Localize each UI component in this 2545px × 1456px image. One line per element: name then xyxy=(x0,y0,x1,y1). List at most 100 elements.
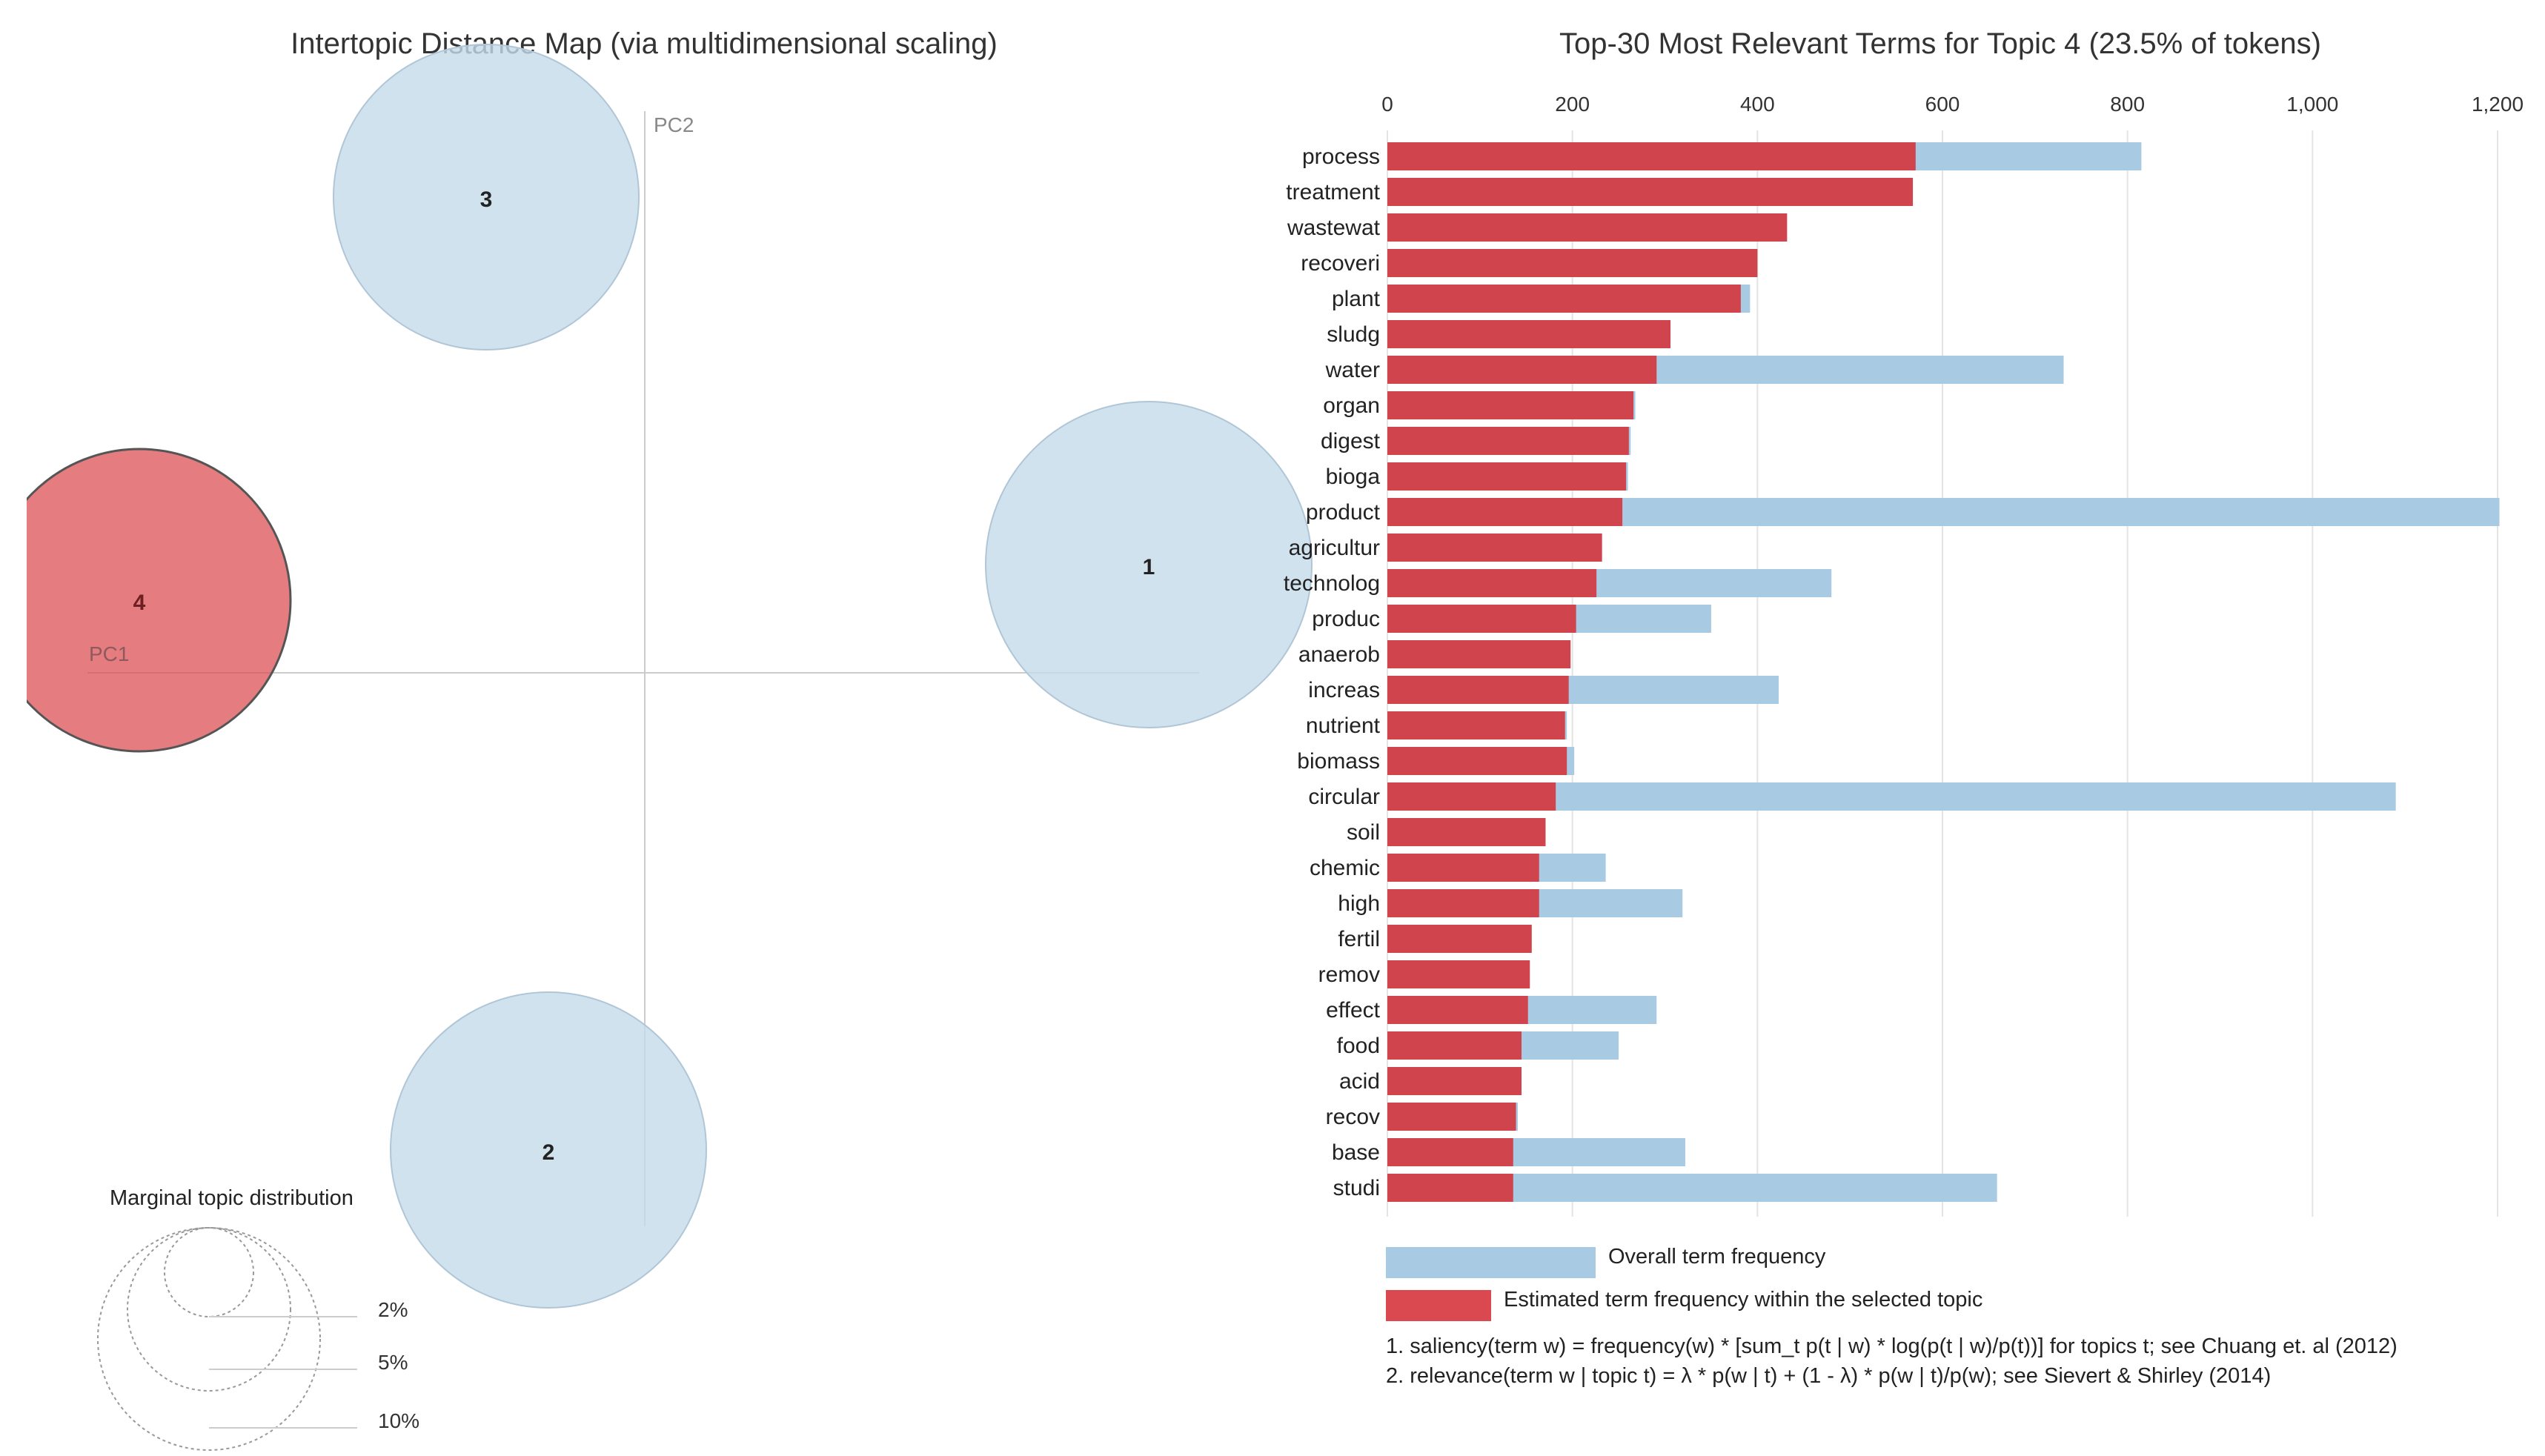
term-row[interactable]: produc xyxy=(1312,605,1711,633)
term-row[interactable]: sludg xyxy=(1327,320,1670,348)
term-row[interactable]: technolog xyxy=(1284,569,1832,597)
term-label[interactable]: bioga xyxy=(1326,465,1381,489)
term-label[interactable]: biomass xyxy=(1297,749,1380,774)
term-row[interactable]: organ xyxy=(1323,391,1636,419)
term-row[interactable]: base xyxy=(1332,1138,1685,1166)
topic-circle-1[interactable] xyxy=(985,401,1313,728)
term-row[interactable]: remov xyxy=(1318,960,1530,988)
term-row[interactable]: product xyxy=(1306,498,2500,526)
term-row[interactable]: soil xyxy=(1347,818,1546,846)
term-row[interactable]: digest xyxy=(1321,427,1631,455)
topic-frequency-bar[interactable] xyxy=(1387,356,1657,384)
topic-frequency-bar[interactable] xyxy=(1387,498,1623,526)
term-label[interactable]: acid xyxy=(1339,1069,1380,1094)
term-row[interactable]: studi xyxy=(1333,1174,1997,1202)
topic-frequency-bar[interactable] xyxy=(1387,142,1916,170)
topic-frequency-bar[interactable] xyxy=(1387,1031,1522,1060)
topic-frequency-bar[interactable] xyxy=(1387,676,1569,704)
term-row[interactable]: recoveri xyxy=(1301,249,1758,277)
topic-frequency-bar[interactable] xyxy=(1387,213,1788,242)
term-row[interactable]: high xyxy=(1338,889,1683,917)
topic-bubble-3[interactable]: 3 xyxy=(333,44,640,350)
topic-frequency-bar[interactable] xyxy=(1387,427,1629,455)
term-row[interactable]: anaerob xyxy=(1298,640,1571,668)
term-label[interactable]: agricultur xyxy=(1289,536,1380,560)
topic-frequency-bar[interactable] xyxy=(1387,854,1539,882)
topic-bubble-4[interactable]: 4 xyxy=(0,448,292,753)
term-row[interactable]: water xyxy=(1325,356,2064,384)
topic-frequency-bar[interactable] xyxy=(1387,889,1539,917)
term-label[interactable]: remov xyxy=(1318,963,1380,987)
topic-frequency-bar[interactable] xyxy=(1387,747,1567,775)
term-label[interactable]: food xyxy=(1337,1034,1380,1058)
term-label[interactable]: circular xyxy=(1308,785,1380,809)
term-label[interactable]: digest xyxy=(1321,429,1381,453)
topic-frequency-bar[interactable] xyxy=(1387,285,1741,313)
topic-frequency-bar[interactable] xyxy=(1387,1103,1516,1131)
term-row[interactable]: bioga xyxy=(1326,462,1628,491)
term-row[interactable]: wastewat xyxy=(1287,213,1788,242)
topic-frequency-bar[interactable] xyxy=(1387,996,1528,1024)
term-row[interactable]: increas xyxy=(1308,676,1779,704)
topic-frequency-bar[interactable] xyxy=(1387,818,1546,846)
term-label[interactable]: wastewat xyxy=(1287,216,1381,240)
legend-label-overall: Overall term frequency xyxy=(1608,1245,1826,1269)
term-row[interactable]: acid xyxy=(1339,1067,1522,1095)
topic-frequency-bar[interactable] xyxy=(1387,782,1556,811)
term-label[interactable]: base xyxy=(1332,1140,1380,1165)
term-label[interactable]: recoveri xyxy=(1301,251,1380,276)
topic-bubble-1[interactable]: 1 xyxy=(985,401,1313,728)
topic-frequency-bar[interactable] xyxy=(1387,640,1571,668)
term-row[interactable]: circular xyxy=(1308,782,2396,811)
term-label[interactable]: product xyxy=(1306,500,1381,525)
topic-frequency-bar[interactable] xyxy=(1387,533,1602,562)
term-row[interactable]: biomass xyxy=(1297,747,1575,775)
term-row[interactable]: fertil xyxy=(1338,925,1532,953)
term-label[interactable]: chemic xyxy=(1310,856,1380,880)
term-label[interactable]: plant xyxy=(1332,287,1381,311)
term-label[interactable]: organ xyxy=(1323,393,1380,418)
term-row[interactable]: treatment xyxy=(1286,178,1914,206)
term-row[interactable]: effect xyxy=(1326,996,1657,1024)
term-label[interactable]: increas xyxy=(1308,678,1380,702)
term-label[interactable]: fertil xyxy=(1338,927,1380,951)
topic-frequency-bar[interactable] xyxy=(1387,462,1627,491)
term-label[interactable]: process xyxy=(1302,144,1380,169)
term-label[interactable]: nutrient xyxy=(1306,714,1381,738)
topic-frequency-bar[interactable] xyxy=(1387,569,1597,597)
term-row[interactable]: plant xyxy=(1332,285,1751,313)
term-label[interactable]: studi xyxy=(1333,1176,1380,1200)
term-label[interactable]: soil xyxy=(1347,820,1380,845)
topic-frequency-bar[interactable] xyxy=(1387,320,1670,348)
term-label[interactable]: technolog xyxy=(1284,571,1380,596)
topic-frequency-bar[interactable] xyxy=(1387,925,1532,953)
term-label[interactable]: recov xyxy=(1326,1105,1380,1129)
term-row[interactable]: nutrient xyxy=(1306,711,1567,739)
x-tick-label: 1,200 xyxy=(2472,93,2524,116)
topic-frequency-bar[interactable] xyxy=(1387,178,1914,206)
topic-frequency-bar[interactable] xyxy=(1387,1067,1522,1095)
topic-circle-3[interactable] xyxy=(333,44,640,350)
topic-frequency-bar[interactable] xyxy=(1387,1174,1513,1202)
term-row[interactable]: food xyxy=(1337,1031,1619,1060)
topic-circle-4[interactable] xyxy=(0,448,292,753)
topic-frequency-bar[interactable] xyxy=(1387,391,1634,419)
term-label[interactable]: high xyxy=(1338,891,1380,916)
term-label[interactable]: anaerob xyxy=(1298,642,1380,667)
topic-bubble-2[interactable]: 2 xyxy=(390,991,707,1309)
term-row[interactable]: chemic xyxy=(1310,854,1606,882)
term-label[interactable]: effect xyxy=(1326,998,1380,1023)
term-label[interactable]: water xyxy=(1325,358,1380,382)
topic-frequency-bar[interactable] xyxy=(1387,711,1565,739)
term-row[interactable]: recov xyxy=(1326,1103,1519,1131)
topic-frequency-bar[interactable] xyxy=(1387,960,1530,988)
topic-frequency-bar[interactable] xyxy=(1387,1138,1513,1166)
topic-frequency-bar[interactable] xyxy=(1387,249,1758,277)
term-label[interactable]: sludg xyxy=(1327,322,1380,347)
term-label[interactable]: produc xyxy=(1312,607,1380,631)
topic-frequency-bar[interactable] xyxy=(1387,605,1576,633)
topic-circle-2[interactable] xyxy=(390,991,707,1309)
term-label[interactable]: treatment xyxy=(1286,180,1380,205)
term-row[interactable]: agricultur xyxy=(1289,533,1602,562)
term-row[interactable]: process xyxy=(1302,142,2142,170)
